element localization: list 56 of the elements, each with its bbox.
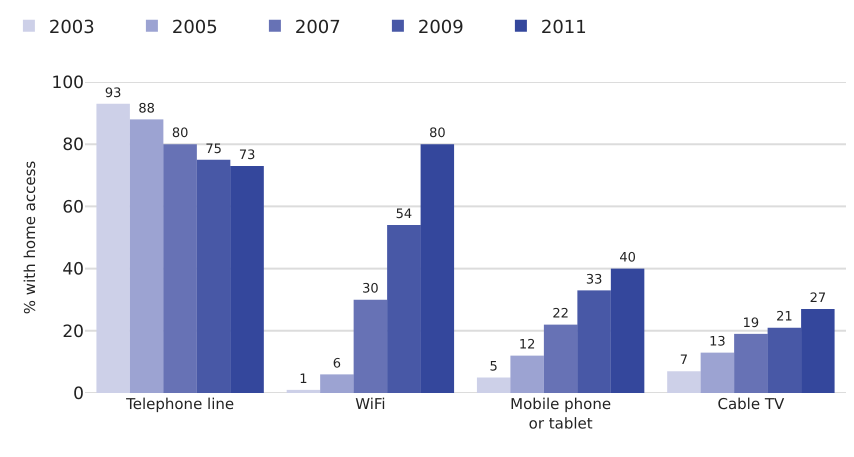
bar [610, 268, 644, 393]
data-label: 1 [299, 372, 308, 387]
bar [734, 334, 768, 393]
bar [476, 377, 510, 393]
data-label: 19 [742, 316, 760, 331]
data-label: 80 [172, 126, 188, 142]
data-label: 7 [680, 353, 688, 368]
bar [544, 324, 578, 393]
bar [354, 300, 388, 393]
y-tick-label: 40 [62, 260, 84, 280]
y-tick-label: 0 [73, 384, 84, 404]
data-label: 93 [104, 86, 122, 101]
bar [577, 290, 611, 393]
bar [387, 225, 421, 393]
bar [163, 144, 197, 393]
y-tick-label: 100 [52, 72, 84, 93]
legend-label: 2007 [294, 16, 341, 38]
data-label: 33 [586, 272, 602, 288]
legend-label: 2003 [48, 16, 95, 38]
bar [130, 119, 164, 393]
bar [96, 104, 130, 393]
bar [510, 356, 544, 393]
legend-label: 2005 [172, 16, 218, 38]
data-label: 22 [552, 306, 569, 322]
x-tick-label: WiFi [355, 395, 386, 413]
y-tick-label: 20 [62, 322, 84, 342]
bar [286, 390, 320, 393]
data-label: 21 [776, 310, 793, 325]
legend-label: 2011 [540, 16, 587, 38]
y-axis-title: % with home access [20, 160, 39, 314]
bar [667, 371, 701, 393]
bar [700, 352, 734, 393]
x-tick-label: Telephone line [125, 395, 234, 413]
legend-label: 2009 [418, 16, 464, 38]
bar [196, 160, 230, 393]
data-label: 80 [429, 126, 446, 142]
data-label: 75 [205, 142, 222, 157]
x-tick-label: Mobile phone or tablet [510, 395, 612, 432]
y-tick-label: 60 [62, 197, 84, 218]
data-label: 88 [138, 101, 155, 116]
bar [230, 166, 264, 393]
bar [801, 309, 835, 393]
y-tick-label: 80 [62, 135, 84, 156]
data-label: 6 [332, 356, 342, 372]
bar [320, 374, 354, 393]
data-label: 40 [619, 250, 636, 266]
data-label: 73 [238, 148, 256, 163]
data-label: 12 [518, 338, 536, 353]
data-label: 30 [362, 282, 379, 297]
data-label: 54 [396, 207, 412, 222]
data-label: 13 [709, 334, 726, 350]
data-label: 27 [810, 291, 826, 306]
bar [768, 328, 802, 393]
x-tick-label: Cable TV [717, 395, 786, 413]
data-label: 5 [490, 359, 498, 374]
bar [420, 144, 454, 393]
